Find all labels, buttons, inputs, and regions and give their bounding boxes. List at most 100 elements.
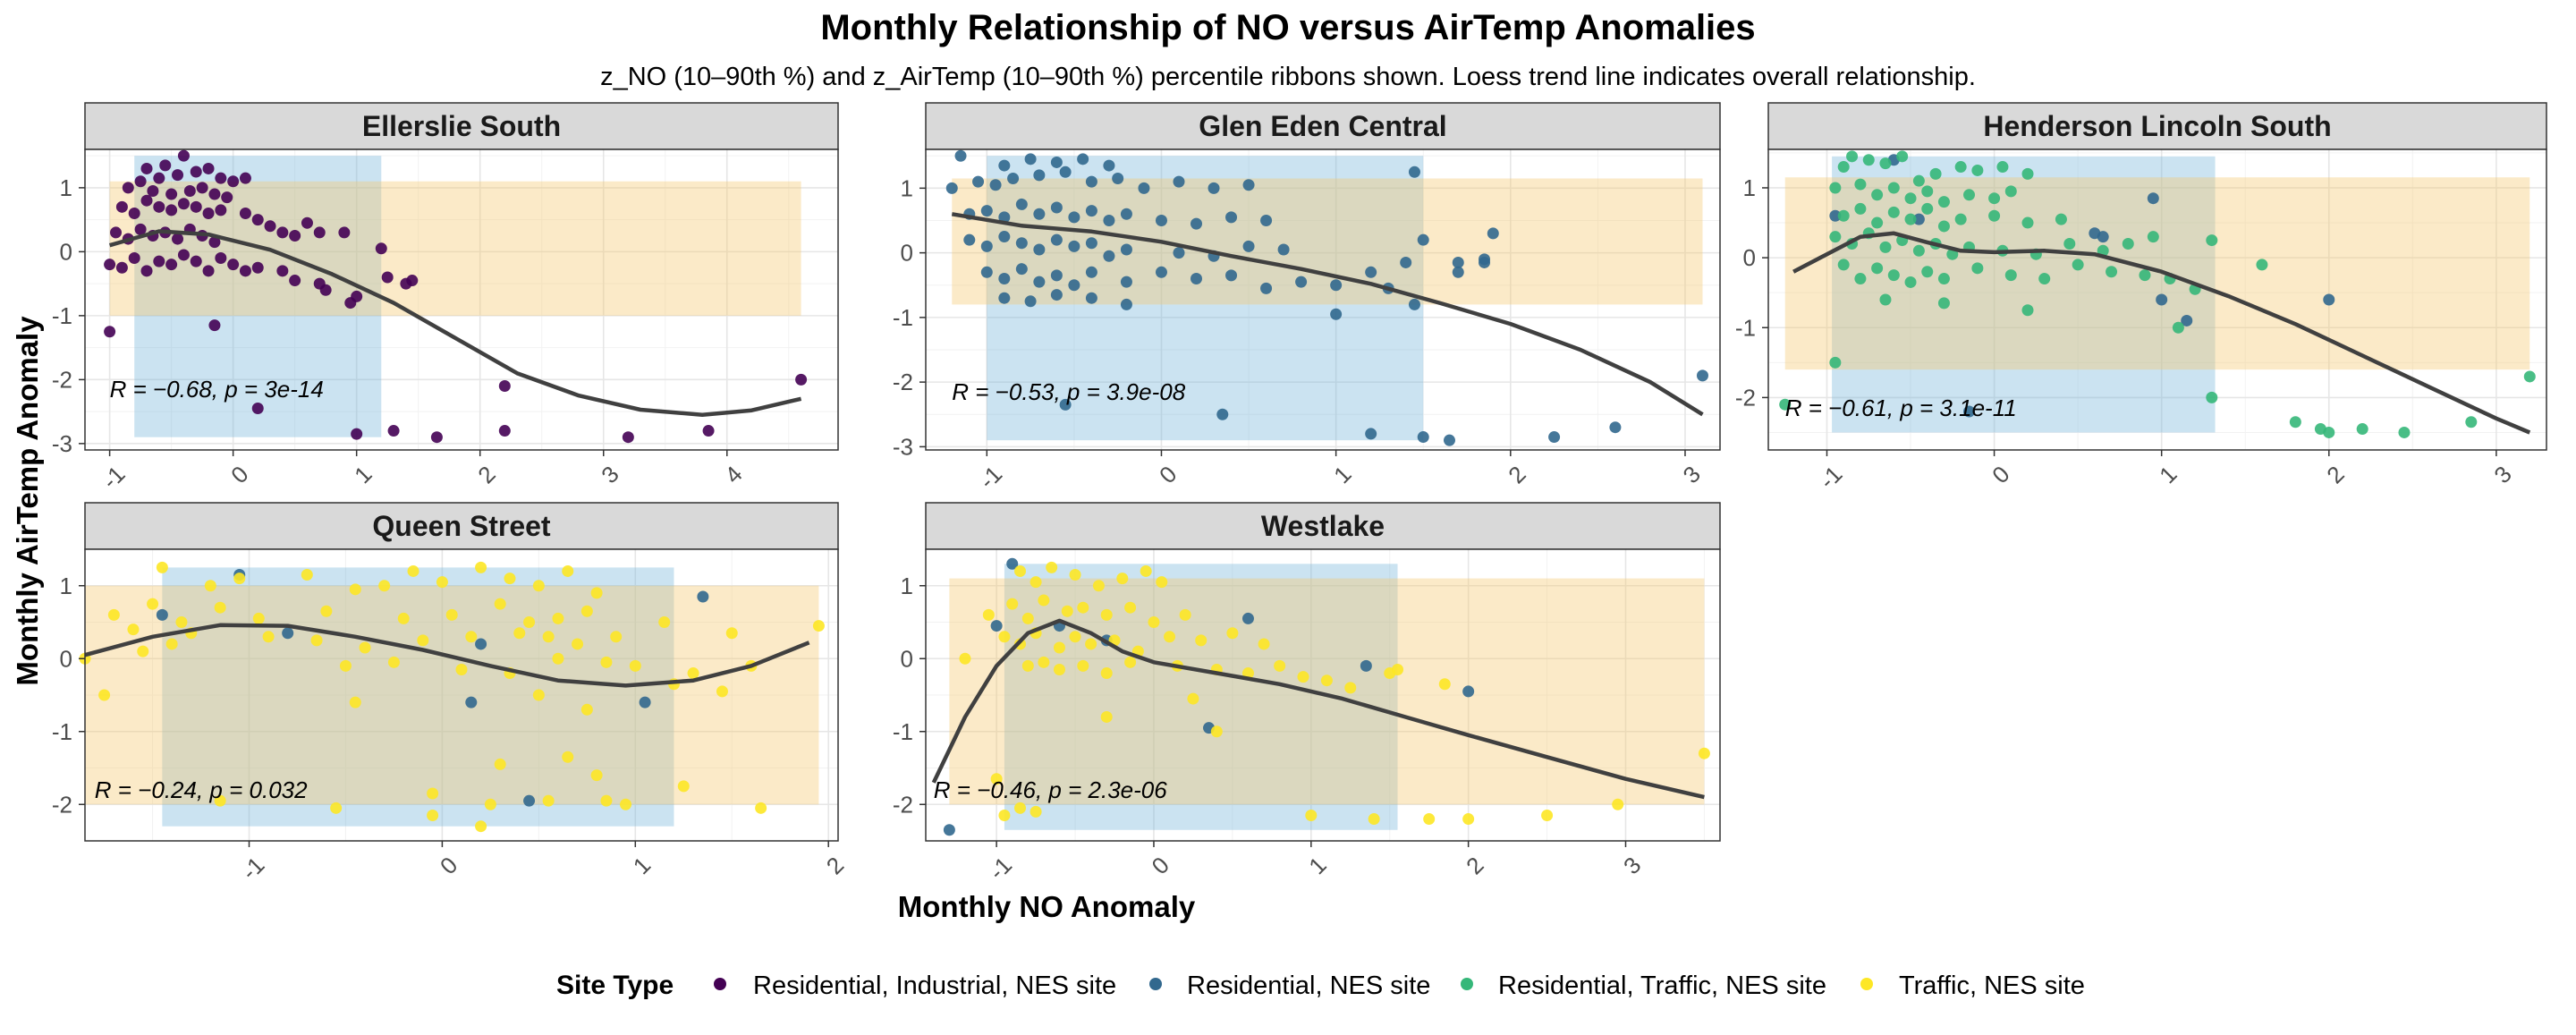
data-point — [945, 182, 958, 194]
data-point — [1085, 237, 1097, 250]
data-point — [282, 627, 294, 640]
data-point — [1030, 576, 1042, 589]
data-point — [1100, 608, 1113, 621]
data-point — [239, 172, 251, 184]
y-tick-label: -2 — [1735, 384, 1756, 411]
data-point — [1452, 266, 1464, 278]
data-point — [1260, 282, 1273, 294]
data-point — [1258, 638, 1270, 650]
facet-strip — [84, 102, 839, 150]
data-point — [1912, 174, 1925, 187]
correlation-label: R = −0.68, p = 3e-14 — [110, 376, 324, 403]
facet-title: Queen Street — [372, 510, 551, 542]
panel-border — [925, 148, 1721, 451]
loess-trend-line — [84, 623, 810, 688]
data-point — [1330, 279, 1343, 292]
data-point — [351, 428, 363, 440]
facet-panel: Henderson Lincoln South R = −0.61, p = 3.… — [1735, 102, 2547, 494]
loess-trend-line — [1792, 231, 2531, 435]
data-point — [1912, 244, 1925, 257]
data-point — [1937, 220, 1950, 233]
data-point — [552, 612, 564, 624]
data-point — [980, 266, 993, 278]
data-point — [2289, 416, 2301, 428]
data-point — [1120, 208, 1132, 220]
data-point — [629, 659, 641, 672]
legend-swatch-2 — [1461, 978, 1473, 990]
data-point — [215, 172, 227, 184]
data-point — [562, 751, 574, 763]
data-point — [484, 798, 496, 810]
data-point — [1021, 659, 1034, 672]
data-point — [2072, 259, 2084, 271]
x-tick-label: 1 — [628, 852, 656, 879]
data-point — [1069, 569, 1081, 581]
data-point — [998, 231, 1011, 243]
data-point — [406, 275, 419, 287]
data-point — [1164, 631, 1176, 643]
data-point — [137, 645, 149, 657]
x-tick-label: 1 — [1303, 852, 1331, 879]
data-point — [1854, 178, 1867, 191]
data-point — [1896, 150, 1909, 163]
data-point — [1408, 298, 1420, 310]
data-point — [397, 612, 410, 624]
x-tick-label: 0 — [225, 461, 253, 488]
series-points — [104, 149, 808, 444]
facet-strip — [925, 102, 1721, 150]
data-point — [494, 598, 506, 610]
data-point — [1548, 431, 1561, 444]
panel-border — [1767, 148, 2547, 451]
data-point — [795, 373, 808, 386]
data-point — [1050, 156, 1063, 168]
data-point — [233, 573, 246, 585]
data-point — [1954, 213, 1967, 225]
data-point — [590, 769, 603, 782]
y-tick-label: -1 — [52, 302, 72, 329]
data-point — [542, 631, 555, 643]
data-point — [2256, 259, 2268, 271]
data-point — [1068, 211, 1080, 224]
data-point — [2097, 231, 2109, 243]
legend-label-1: Residential, NES site — [1187, 971, 1430, 1000]
data-point — [1260, 214, 1273, 226]
data-point — [1033, 276, 1046, 288]
ribbon-z-airtemp — [952, 178, 1703, 305]
data-point — [2063, 237, 2076, 250]
data-point — [1148, 616, 1160, 628]
data-point — [1007, 173, 1020, 185]
data-point — [1156, 576, 1168, 589]
data-point — [1479, 256, 1491, 268]
data-point — [104, 326, 116, 338]
panel-border — [84, 148, 839, 451]
y-tick-label: 1 — [901, 174, 913, 201]
facet-panel: Westlake R = −0.46, p = 2.3e-06 -2 -1 0 1 -1 0 1… — [893, 502, 1721, 885]
facet-title: Ellerslie South — [362, 110, 561, 142]
data-point — [1871, 216, 1884, 229]
data-point — [455, 663, 468, 675]
data-point — [128, 252, 140, 265]
data-point — [972, 175, 985, 188]
data-point — [1879, 241, 1892, 253]
data-point — [475, 638, 487, 650]
data-point — [1225, 269, 1238, 282]
facet-title: Glen Eden Central — [1199, 110, 1446, 142]
data-point — [1921, 266, 1934, 278]
data-point — [153, 172, 165, 184]
legend-swatch-3 — [1860, 978, 1873, 990]
y-tick-label: -2 — [893, 791, 913, 818]
x-tick-label: 3 — [596, 461, 623, 488]
data-point — [115, 200, 128, 213]
data-point — [215, 204, 227, 216]
series-points — [959, 561, 1710, 826]
data-point — [147, 184, 159, 197]
legend-label-3: Traffic, NES site — [1899, 971, 2085, 1000]
y-tick-label: 0 — [901, 240, 913, 267]
data-point — [1033, 169, 1046, 182]
data-point — [1609, 421, 1622, 434]
facet-panels: Ellerslie South R = −0.68, p = 3e-14 -3 -2 -… — [52, 102, 2547, 885]
data-point — [980, 240, 993, 252]
data-point — [172, 169, 184, 182]
data-point — [1462, 685, 1475, 698]
data-point — [339, 659, 352, 672]
